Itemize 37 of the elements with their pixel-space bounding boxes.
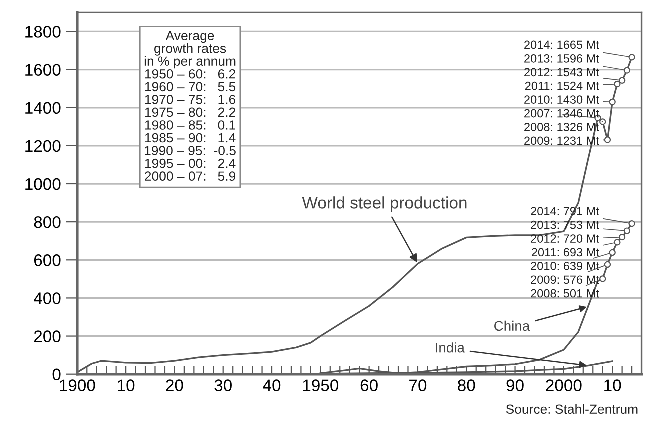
y-tick-label: 1600: [26, 64, 61, 76]
annotation: 2012: 720 Mt: [531, 234, 600, 243]
x-tick-label: 1900: [60, 380, 96, 392]
x-tick-label: 2000: [546, 380, 582, 392]
annotation: 2011: 1524 Mt: [525, 82, 600, 90]
x-tick-label: 30: [214, 380, 232, 392]
x-tick-label: 40: [263, 380, 281, 392]
source-note: Source: Stahl-Zentrum: [506, 404, 638, 414]
annotation: 2013: 1596 Mt: [524, 54, 600, 63]
annotation: 2009: 576 Mt: [531, 276, 600, 284]
x-tick-label: 20: [166, 380, 184, 392]
x-tick-label: 80: [458, 380, 476, 392]
series-label: India: [436, 342, 465, 353]
annotation: 2007: 1346 Mt: [524, 109, 600, 118]
y-tick-label: 1800: [26, 26, 61, 38]
y-tick-label: 400: [34, 292, 61, 304]
x-tick-label: 10: [118, 380, 135, 392]
x-tick-label: 90: [506, 380, 524, 392]
annotation: 2010: 639 Mt: [531, 262, 600, 270]
annotation: 2011: 693 Mt: [532, 248, 600, 257]
annotation: 2014: 1665 Mt: [524, 40, 600, 50]
x-tick-label: 10: [604, 380, 622, 392]
text: China: [494, 320, 530, 332]
annotation: 2010: 1430 Mt: [524, 96, 600, 104]
annotation: 2012: 1543 Mt: [524, 68, 600, 77]
y-tick-label: 600: [34, 254, 61, 266]
y-tick-label: 1200: [26, 140, 61, 152]
series-label: World steel production: [302, 196, 467, 212]
x-tick-label: 60: [360, 380, 378, 392]
y-tick-label: 1000: [26, 178, 61, 190]
y-tick-label: 0: [52, 368, 61, 381]
y-tick-label: 800: [34, 216, 61, 228]
y-tick-label: 200: [34, 330, 61, 342]
text: Average growth rates in % per annum 1950 – 60: 6.2 1960 – 70: 5.5 1970 – 75: 1.6 1975 – 80: 2.2 1980 – 85: 0.1 1985 – 90: 1.4 1990 – 95: -0.5 1995 – 00: 2.4 2000 – 07: 5.9: [144, 31, 236, 182]
y-tick-label: 1400: [26, 102, 61, 114]
x-tick-label: 70: [410, 380, 427, 392]
x-tick-label: 1950: [303, 380, 339, 392]
